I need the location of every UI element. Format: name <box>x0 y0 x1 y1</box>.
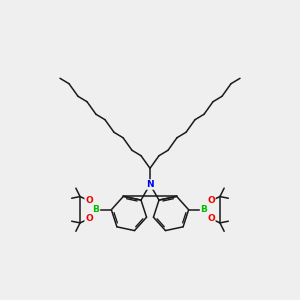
Text: B: B <box>200 205 207 214</box>
Text: N: N <box>146 180 154 189</box>
Text: O: O <box>85 196 93 205</box>
Text: B: B <box>93 205 100 214</box>
Text: O: O <box>85 214 93 223</box>
Text: O: O <box>207 196 215 205</box>
Text: O: O <box>207 214 215 223</box>
